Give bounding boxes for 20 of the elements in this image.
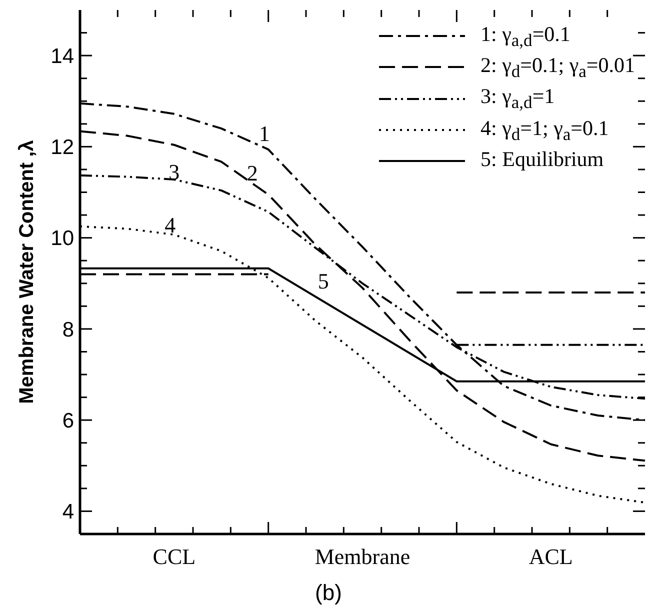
y-axis-title: Membrane Water Content ,λ: [16, 140, 38, 404]
annotation: 5: [318, 268, 329, 294]
legend-label: 4: γ$_{d}$=1; γ$_{a}$=0.1: [480, 116, 609, 144]
x-tick-label: CCL: [152, 544, 196, 569]
y-tick-label: 4: [62, 500, 74, 524]
annotation: 4: [164, 212, 176, 238]
y-tick-label: 10: [50, 227, 74, 250]
y-tick-label: 8: [62, 318, 74, 342]
y-tick-label: 6: [62, 409, 74, 432]
y-tick-label: 14: [50, 44, 74, 68]
text: (b): [314, 580, 343, 606]
x-tick-label: ACL: [528, 544, 573, 569]
annotation: 1: [258, 121, 270, 146]
legend-label: 5: Equilibrium: [480, 146, 604, 171]
annotation: 2: [246, 160, 258, 186]
legend-label: 2: γ$_{d}$=0.1; γ$_{a}$=0.01: [480, 53, 635, 82]
x-tick-label: Membrane: [314, 544, 410, 569]
legend-label: 3: γ$_{a,d}$=1: [480, 84, 555, 113]
legend-label: 1: γ$_{a,d}$=0.1: [480, 22, 570, 50]
y-tick-label: 12: [50, 136, 74, 160]
